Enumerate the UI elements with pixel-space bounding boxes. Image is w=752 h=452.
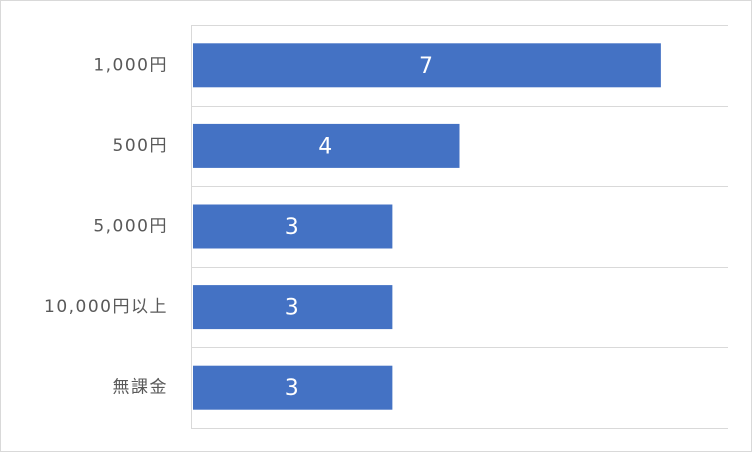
bar	[193, 204, 393, 249]
data-label: 7	[419, 54, 433, 79]
category-label: 5,000円	[93, 217, 168, 237]
category-label: 10,000円以上	[44, 297, 168, 317]
category-label: 無課金	[113, 378, 169, 398]
data-label: 3	[285, 215, 299, 240]
category-label: 1,000円	[93, 55, 168, 75]
bar	[193, 123, 460, 168]
data-label: 4	[318, 134, 332, 159]
data-label: 3	[285, 296, 299, 321]
data-label: 3	[285, 376, 299, 401]
bar	[193, 43, 661, 88]
bar	[193, 285, 393, 330]
category-label: 500円	[113, 136, 168, 156]
bar	[193, 365, 393, 410]
